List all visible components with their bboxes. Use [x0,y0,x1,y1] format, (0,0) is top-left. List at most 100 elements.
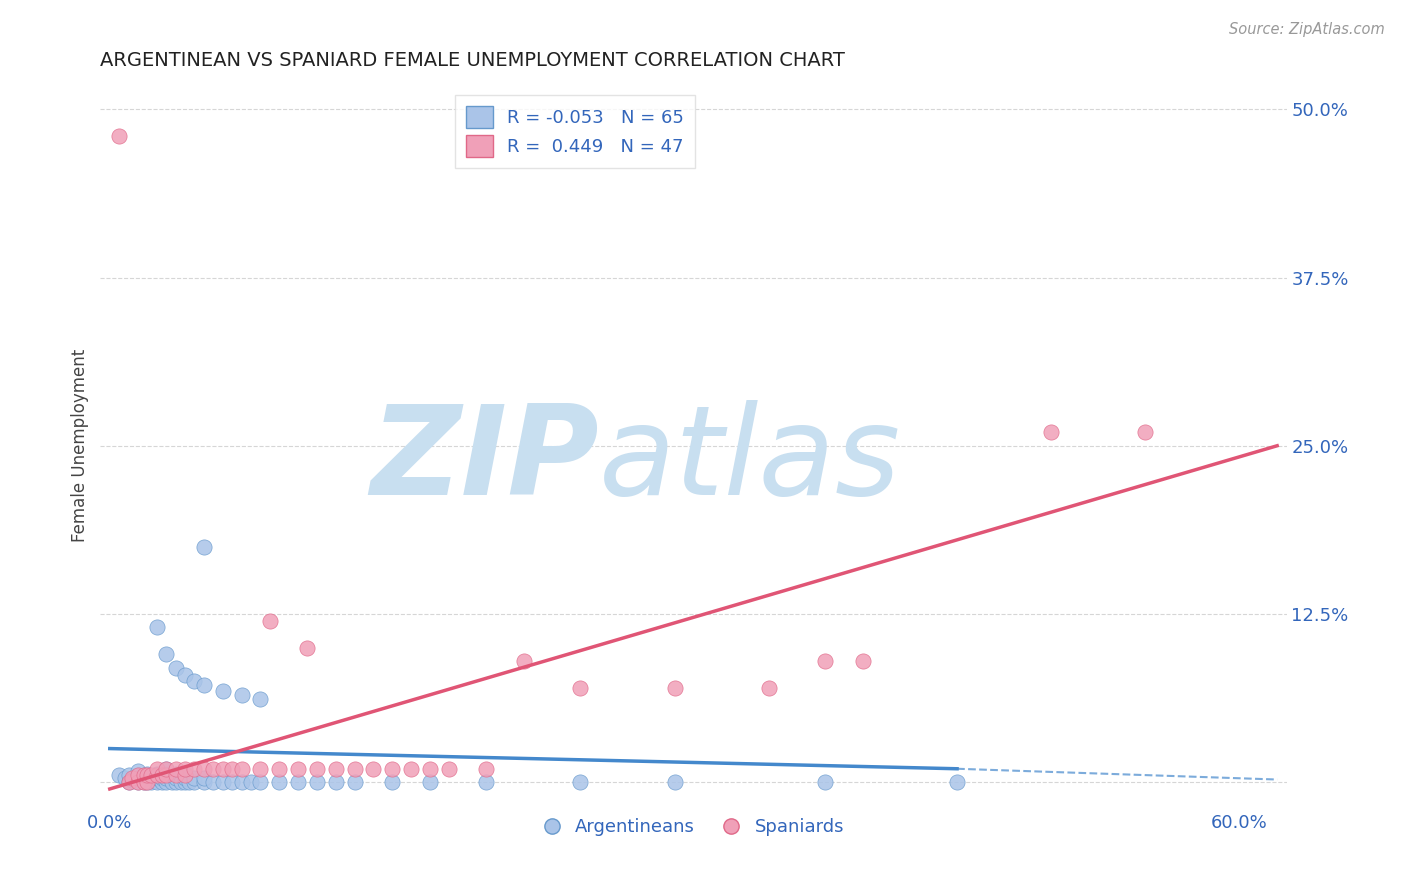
Point [136,768,159,782]
Point [136,767,159,781]
Point [170,775,193,789]
Point [174,762,197,776]
Point [146,768,169,782]
Point [221,762,243,776]
Point [1040,425,1063,440]
Point [269,762,291,776]
Point [136,775,159,789]
Point [437,762,460,776]
Point [305,762,328,776]
Point [381,775,404,789]
Point [419,775,441,789]
Point [193,540,215,554]
Point [343,775,366,789]
Point [183,762,205,776]
Point [758,681,780,695]
Point [399,762,422,776]
Point [165,762,187,776]
Text: Source: ZipAtlas.com: Source: ZipAtlas.com [1229,22,1385,37]
Point [121,772,143,787]
Point [155,768,177,782]
Point [127,775,149,789]
Point [155,762,177,776]
Point [183,674,205,689]
Point [121,771,143,785]
Point [165,767,187,781]
Point [381,762,404,776]
Point [136,775,159,789]
Point [165,775,187,789]
Point [146,620,169,634]
Point [211,683,233,698]
Point [127,764,149,779]
Point [202,762,225,776]
Point [117,768,139,782]
Point [249,775,271,789]
Point [141,768,163,782]
Point [419,762,441,776]
Point [146,775,169,789]
Point [231,688,253,702]
Point [146,767,169,781]
Point [108,768,131,782]
Point [174,771,197,785]
Point [664,681,686,695]
Point [221,775,243,789]
Point [174,775,197,789]
Point [136,771,159,785]
Point [117,775,139,789]
Point [814,775,837,789]
Point [211,762,233,776]
Point [287,762,309,776]
Point [297,640,319,655]
Point [165,768,187,782]
Point [814,654,837,668]
Point [193,678,215,692]
Point [165,661,187,675]
Point [132,771,155,785]
Point [325,775,347,789]
Point [475,775,498,789]
Point [475,762,498,776]
Point [287,775,309,789]
Point [305,775,328,789]
Point [193,771,215,785]
Point [155,648,177,662]
Point [569,681,592,695]
Point [183,775,205,789]
Point [155,767,177,781]
Point [325,762,347,776]
Point [174,768,197,782]
Point [160,775,183,789]
Point [269,775,291,789]
Point [193,775,215,789]
Point [249,762,271,776]
Point [146,771,169,785]
Point [946,775,969,789]
Point [240,775,263,789]
Point [152,775,174,789]
Point [231,775,253,789]
Point [155,771,177,785]
Point [513,654,536,668]
Point [132,775,155,789]
Point [343,762,366,776]
Point [152,771,174,785]
Y-axis label: Female Unemployment: Female Unemployment [72,349,89,542]
Point [664,775,686,789]
Point [569,775,592,789]
Point [1135,425,1157,440]
Point [852,654,875,668]
Point [155,775,177,789]
Point [259,614,281,628]
Text: ZIP: ZIP [370,400,599,521]
Point [127,775,149,789]
Text: atlas: atlas [599,400,901,521]
Point [174,667,197,681]
Point [141,775,163,789]
Legend: Argentineans, Spaniards: Argentineans, Spaniards [536,811,852,844]
Point [174,767,197,781]
Point [183,771,205,785]
Point [155,762,177,776]
Point [193,762,215,776]
